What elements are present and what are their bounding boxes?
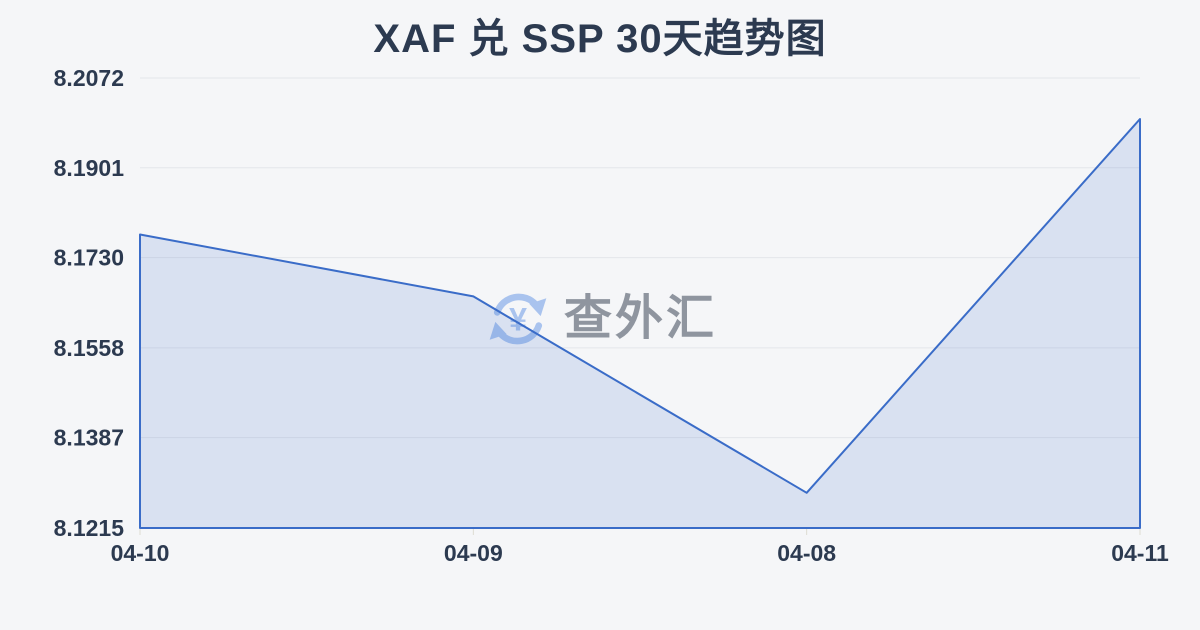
y-axis-tick-label: 8.1387 [54, 425, 124, 451]
x-axis-tick-label: 04-09 [444, 540, 503, 566]
y-axis-tick-label: 8.1215 [54, 515, 125, 541]
y-axis-tick-label: 8.2072 [54, 65, 124, 91]
watermark-text: 查外汇 [564, 292, 718, 345]
x-axis-tick-label: 04-08 [777, 540, 836, 566]
chart-title: XAF 兑 SSP 30天趋势图 [373, 17, 827, 61]
x-axis-tick-label: 04-11 [1111, 540, 1169, 566]
watermark: ¥ 查外汇 [484, 284, 717, 354]
currency-yuan-refresh-icon: ¥ [489, 293, 547, 345]
y-axis-labels: 8.2072 8.1901 8.1730 8.1558 8.1387 8.1215 [54, 65, 125, 541]
svg-text:¥: ¥ [509, 301, 527, 337]
y-axis-tick-label: 8.1730 [54, 245, 124, 271]
series-area-path [139, 118, 1141, 529]
series-area [139, 118, 1141, 529]
y-axis-tick-label: 8.1901 [54, 155, 125, 181]
x-axis-labels: 04-10 04-09 04-08 04-11 [111, 529, 1169, 566]
y-axis-tick-label: 8.1558 [54, 335, 125, 361]
x-axis-tick-label: 04-10 [111, 540, 170, 566]
